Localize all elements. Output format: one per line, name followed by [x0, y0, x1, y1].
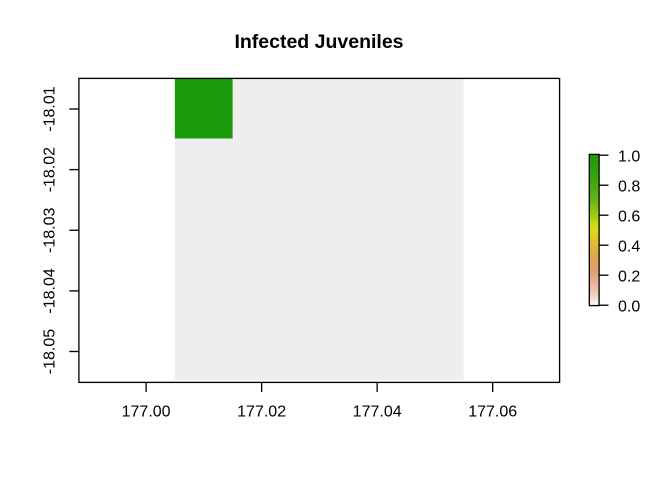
svg-text:0.8: 0.8 [618, 178, 640, 195]
svg-text:0.6: 0.6 [618, 208, 640, 225]
svg-text:1.0: 1.0 [618, 148, 640, 165]
svg-text:177.02: 177.02 [237, 403, 286, 420]
svg-text:177.06: 177.06 [468, 403, 517, 420]
svg-text:177.00: 177.00 [122, 403, 171, 420]
svg-text:-18.04: -18.04 [41, 268, 58, 313]
svg-text:-18.02: -18.02 [41, 147, 58, 192]
svg-text:0.4: 0.4 [618, 238, 640, 255]
svg-text:0.2: 0.2 [618, 268, 640, 285]
svg-text:Infected Juveniles: Infected Juveniles [234, 31, 403, 53]
svg-text:-18.05: -18.05 [41, 329, 58, 374]
svg-text:177.04: 177.04 [353, 403, 402, 420]
svg-text:-18.01: -18.01 [41, 86, 58, 131]
svg-text:-18.03: -18.03 [41, 207, 58, 252]
svg-text:0.0: 0.0 [618, 298, 640, 315]
